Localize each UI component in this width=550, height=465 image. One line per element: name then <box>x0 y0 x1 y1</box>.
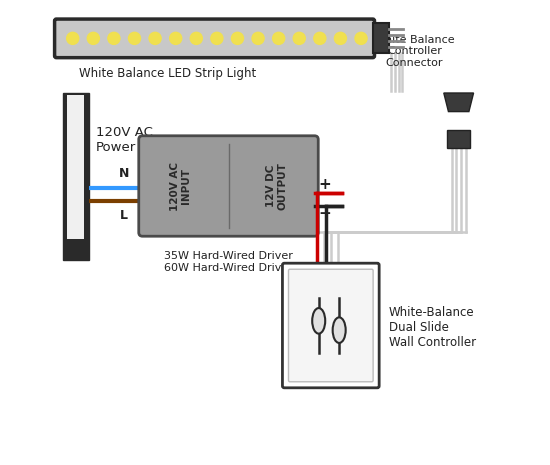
Text: +: + <box>64 235 76 249</box>
FancyBboxPatch shape <box>283 263 379 388</box>
Bar <box>373 23 389 53</box>
Text: N: N <box>119 167 129 180</box>
Text: −: − <box>318 206 331 221</box>
Circle shape <box>108 33 120 45</box>
Text: White Balance
Controller
Connector: White Balance Controller Connector <box>374 35 455 68</box>
Ellipse shape <box>312 308 325 334</box>
Ellipse shape <box>333 318 346 343</box>
Text: White-Balance
Dual Slide
Wall Controller: White-Balance Dual Slide Wall Controller <box>389 306 476 349</box>
Circle shape <box>273 33 285 45</box>
Polygon shape <box>444 93 474 112</box>
Circle shape <box>355 33 367 45</box>
Circle shape <box>169 33 182 45</box>
Circle shape <box>190 33 202 45</box>
Circle shape <box>232 33 244 45</box>
Bar <box>447 130 470 148</box>
Circle shape <box>334 33 346 45</box>
Text: −: − <box>64 95 76 109</box>
Bar <box>63 93 89 260</box>
Text: +: + <box>318 177 331 192</box>
Circle shape <box>67 33 79 45</box>
Text: 120V AC
INPUT: 120V AC INPUT <box>169 161 191 211</box>
Circle shape <box>293 33 305 45</box>
FancyBboxPatch shape <box>139 136 318 236</box>
Text: L: L <box>120 209 128 222</box>
Circle shape <box>87 33 100 45</box>
Bar <box>85 93 89 260</box>
Circle shape <box>149 33 161 45</box>
FancyBboxPatch shape <box>289 269 373 382</box>
Circle shape <box>129 33 141 45</box>
Text: White Balance LED Strip Light: White Balance LED Strip Light <box>79 67 257 80</box>
FancyBboxPatch shape <box>54 19 375 58</box>
Circle shape <box>211 33 223 45</box>
Bar <box>63 239 89 260</box>
Circle shape <box>314 33 326 45</box>
Bar <box>67 95 84 258</box>
Text: 60W Hard-Wired Driver: 60W Hard-Wired Driver <box>164 263 293 273</box>
Text: 12V DC
OUTPUT: 12V DC OUTPUT <box>266 162 288 210</box>
Text: 120V AC
Power: 120V AC Power <box>96 126 153 153</box>
Circle shape <box>252 33 264 45</box>
Text: 35W Hard-Wired Driver: 35W Hard-Wired Driver <box>164 251 293 261</box>
